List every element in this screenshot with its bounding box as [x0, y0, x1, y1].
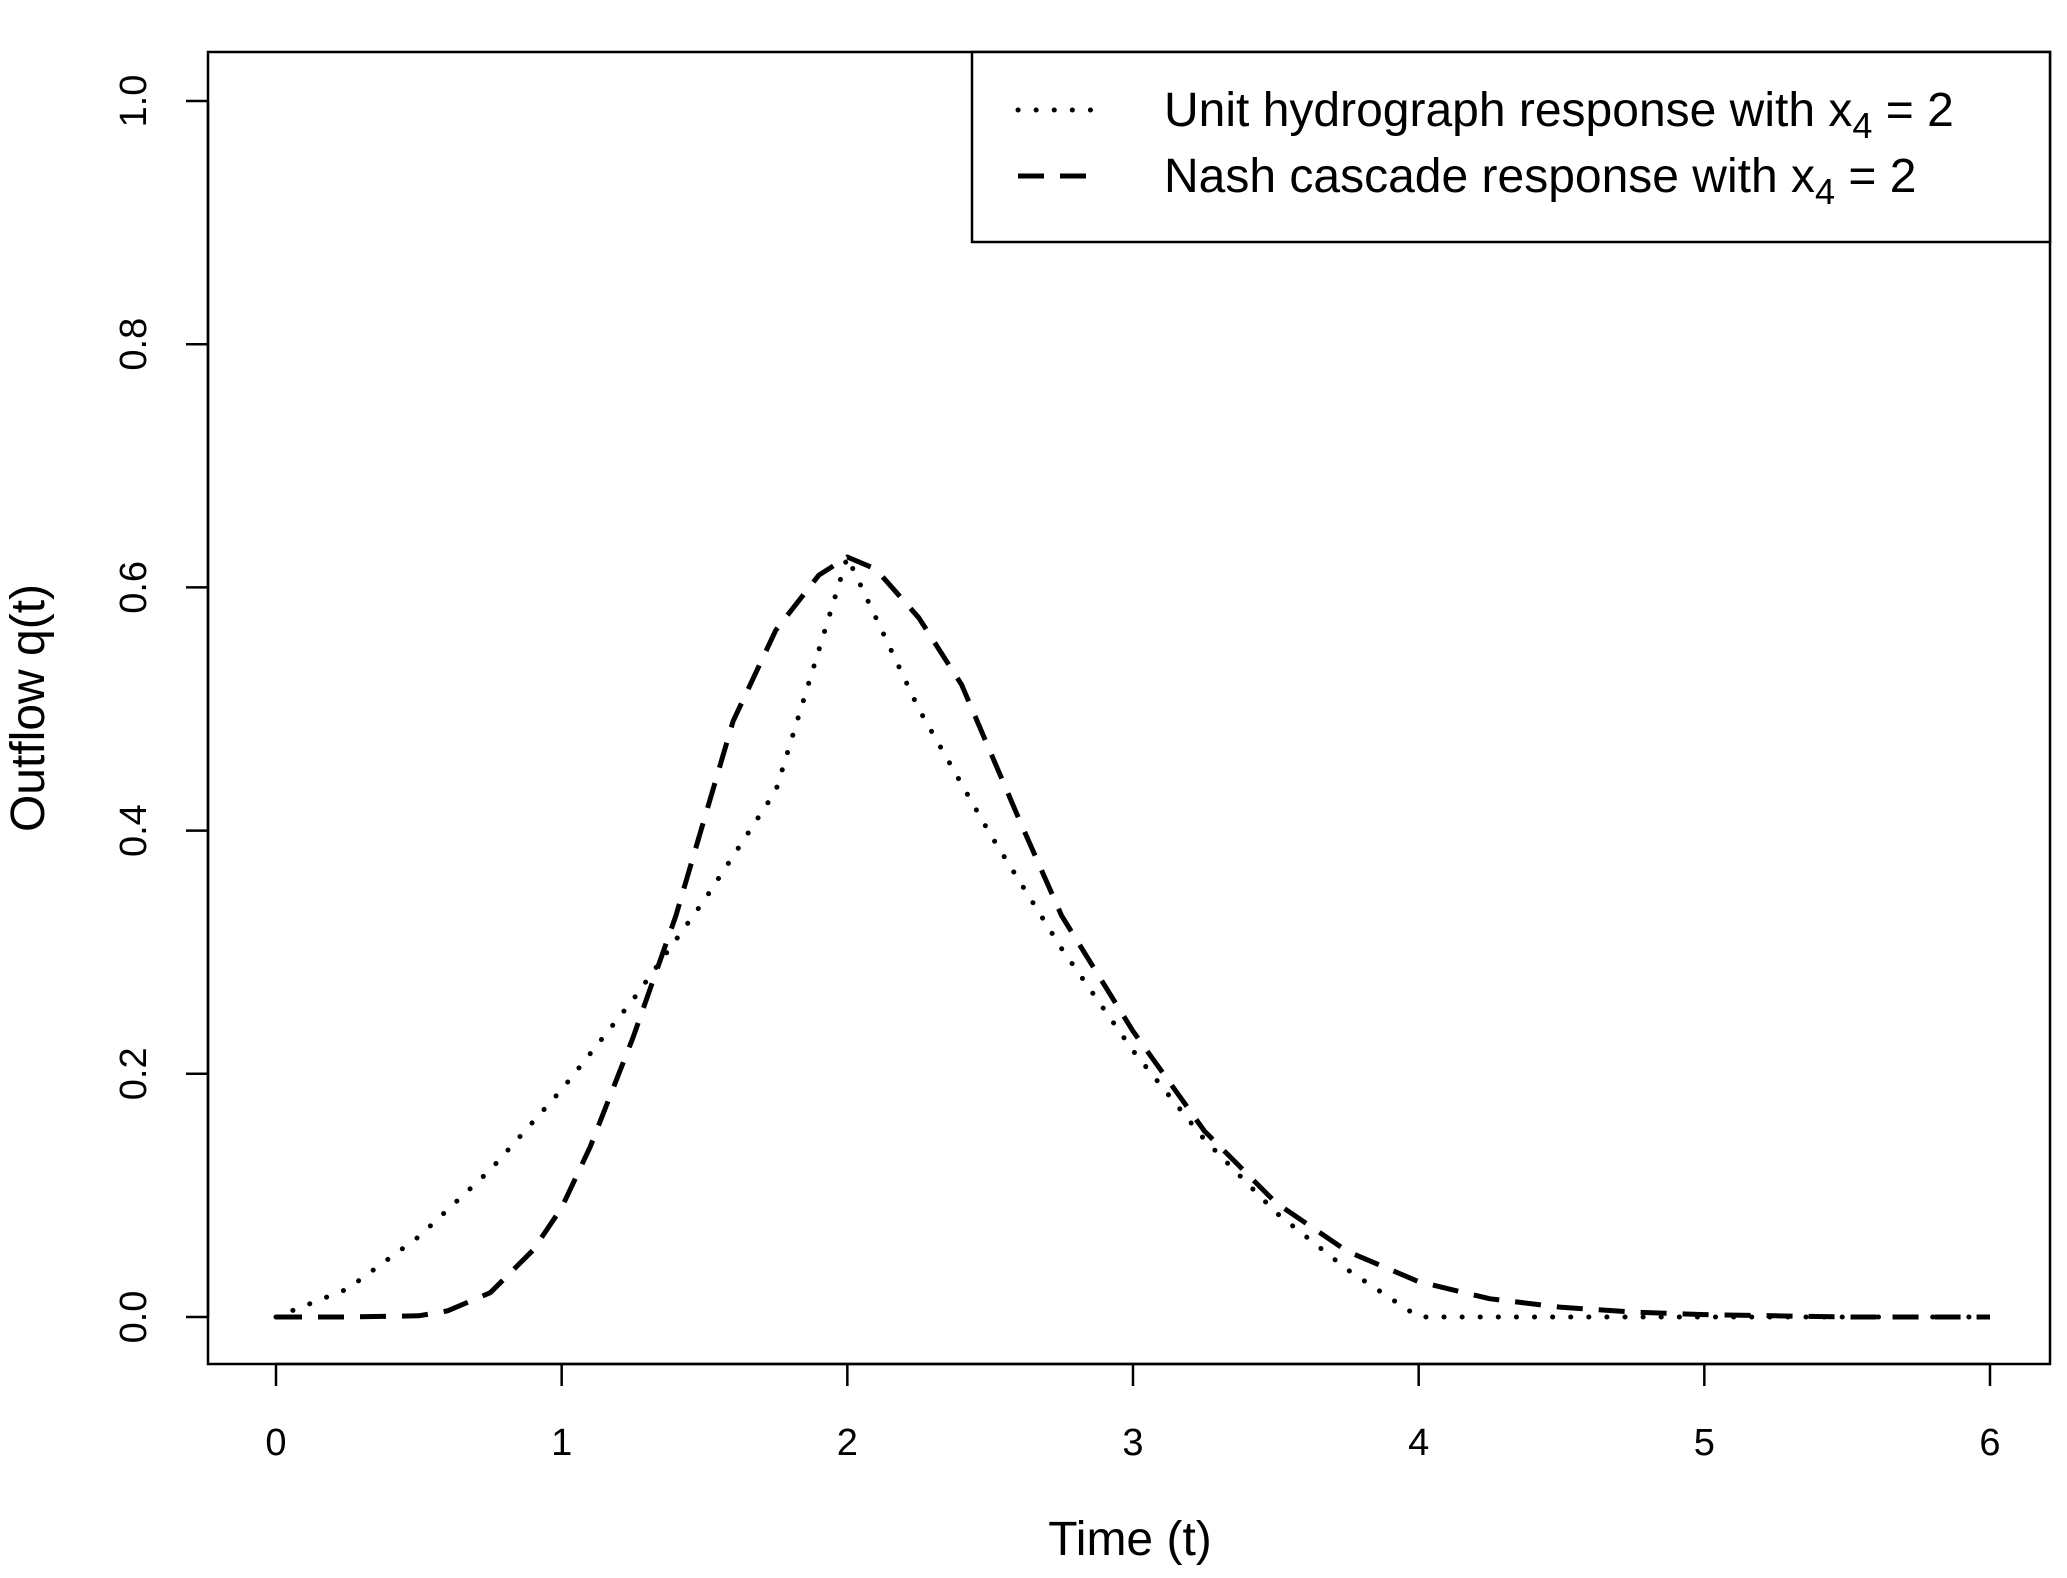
- y-tick-label: 0.2: [113, 1047, 155, 1100]
- x-tick-label: 2: [837, 1422, 858, 1464]
- x-tick-label: 5: [1694, 1422, 1715, 1464]
- legend-label-unit-hydrograph: Unit hydrograph response with x4 = 2: [1164, 84, 1954, 146]
- series-line-nash-cascade: [276, 554, 1990, 1320]
- x-tick-label: 4: [1408, 1422, 1429, 1464]
- y-tick-label: 0.8: [113, 318, 155, 371]
- y-tick-label: 0.6: [113, 561, 155, 614]
- x-axis-title: Time (t): [1048, 1513, 1212, 1566]
- x-axis: 0 1 2 3 4 5 6: [265, 1362, 2001, 1464]
- x-tick-label: 3: [1122, 1422, 1143, 1464]
- y-axis-title: Outflow q(t): [2, 584, 55, 832]
- legend-label-tail: = 2: [1872, 84, 1953, 137]
- legend-box: [970, 50, 2052, 244]
- y-tick-label: 1.0: [113, 75, 155, 128]
- legend: Unit hydrograph response with x4 = 2 Nas…: [970, 50, 2052, 244]
- y-tick-label: 0.0: [113, 1291, 155, 1344]
- legend-label-subscript: 4: [1852, 105, 1872, 146]
- x-tick-label: 6: [1979, 1422, 2000, 1464]
- series-layer: [273, 554, 1993, 1320]
- y-axis: 0.0 0.2 0.4 0.6 0.8 1.0: [113, 75, 210, 1344]
- legend-label-nash-cascade: Nash cascade response with x4 = 2: [1164, 150, 1916, 212]
- series-line-unit-hydrograph: [273, 554, 1993, 1320]
- x-tick-label: 0: [265, 1422, 286, 1464]
- x-tick-label: 1: [551, 1422, 572, 1464]
- legend-label-subscript: 4: [1815, 171, 1835, 212]
- y-tick-label: 0.4: [113, 804, 155, 857]
- legend-label-main: Nash cascade response with x: [1164, 150, 1815, 203]
- legend-label-tail: = 2: [1835, 150, 1916, 203]
- plot-frame: [206, 50, 2052, 1366]
- legend-label-main: Unit hydrograph response with x: [1164, 84, 1852, 137]
